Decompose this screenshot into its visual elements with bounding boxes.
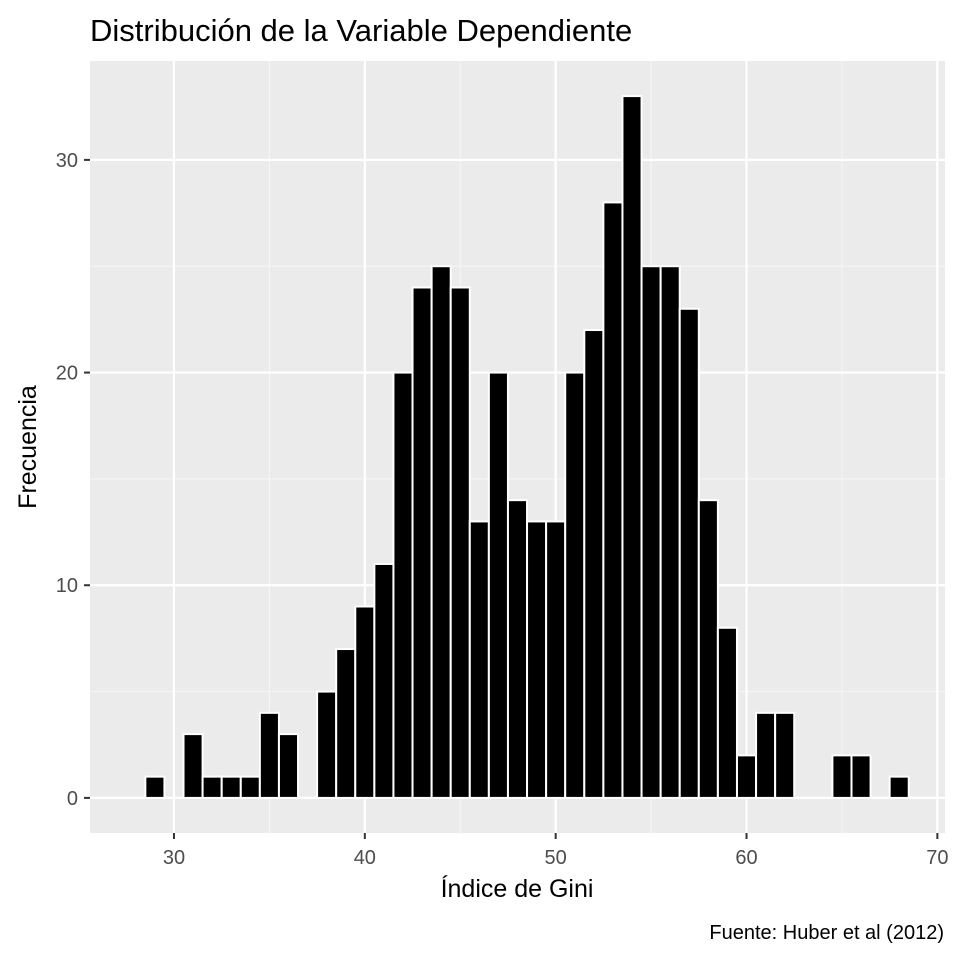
histogram-bar bbox=[144, 775, 166, 799]
x-tick-label: 60 bbox=[735, 847, 757, 869]
histogram-bar bbox=[316, 690, 338, 799]
histogram-bar bbox=[755, 711, 777, 799]
chart-title: Distribución de la Variable Dependiente bbox=[90, 13, 632, 48]
histogram-bar bbox=[602, 201, 624, 799]
histogram-bar bbox=[888, 775, 910, 799]
x-tick-label: 50 bbox=[545, 847, 567, 869]
histogram-bar bbox=[545, 520, 567, 799]
histogram-bar bbox=[850, 754, 872, 799]
histogram-bar bbox=[831, 754, 853, 799]
histogram-bar bbox=[564, 371, 586, 799]
y-tick-label: 30 bbox=[56, 150, 78, 172]
histogram-bar bbox=[335, 648, 357, 799]
histogram-bar bbox=[468, 520, 490, 799]
histogram-bar bbox=[201, 775, 223, 799]
x-tick-label: 30 bbox=[163, 847, 185, 869]
histogram-bar bbox=[526, 520, 548, 799]
histogram-bar bbox=[774, 711, 796, 799]
histogram-bar bbox=[430, 265, 452, 799]
histogram-bar bbox=[697, 499, 719, 799]
histogram-bar bbox=[258, 711, 280, 799]
histogram-bar bbox=[640, 265, 662, 799]
histogram-bar bbox=[220, 775, 242, 799]
y-tick-label: 0 bbox=[67, 788, 78, 810]
histogram-bar bbox=[239, 775, 261, 799]
histogram-bar bbox=[659, 265, 681, 799]
histogram-bar bbox=[716, 626, 738, 799]
histogram-bar bbox=[583, 329, 605, 799]
histogram-bar bbox=[621, 95, 643, 799]
y-tick-label: 20 bbox=[56, 363, 78, 385]
histogram-bar bbox=[373, 562, 395, 799]
histogram-bar bbox=[277, 733, 300, 799]
source-caption: Fuente: Huber et al (2012) bbox=[709, 922, 944, 944]
y-axis: 0 10 20 30 bbox=[56, 150, 90, 810]
histogram-bar bbox=[392, 371, 414, 799]
histogram-bar bbox=[449, 286, 471, 799]
x-axis-title: Índice de Gini bbox=[441, 874, 594, 903]
x-axis: 30 40 50 60 70 bbox=[163, 833, 948, 869]
x-tick-label: 40 bbox=[354, 847, 376, 869]
y-tick-label: 10 bbox=[56, 575, 78, 597]
histogram-bar bbox=[182, 733, 204, 799]
y-axis-title: Frecuencia bbox=[14, 385, 42, 509]
histogram-bar bbox=[506, 499, 529, 799]
histogram-bar bbox=[487, 371, 509, 799]
x-tick-label: 70 bbox=[926, 847, 948, 869]
histogram-bar bbox=[411, 286, 433, 799]
histogram-bar bbox=[354, 605, 376, 799]
histogram-bar bbox=[678, 307, 700, 799]
histogram-bars bbox=[144, 95, 910, 799]
histogram-bar bbox=[735, 754, 758, 799]
